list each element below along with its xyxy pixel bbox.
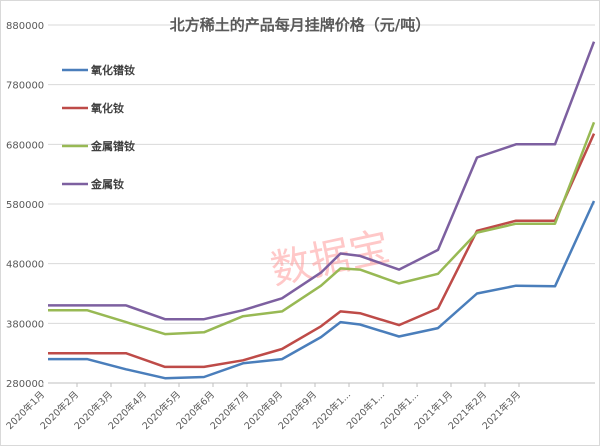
y-tick-label: 880000 [6, 21, 44, 32]
series-line-1 [48, 200, 596, 380]
series-lines [47, 41, 596, 380]
x-axis: 2020年1月2020年2月2020年3月2020年4月2020年5月2020年… [4, 383, 523, 432]
legend-label: 金属镨钕 [90, 139, 135, 153]
y-tick-label: 380000 [6, 319, 44, 330]
legend-label: 金属钕 [90, 177, 124, 191]
y-tick-label: 580000 [6, 200, 44, 211]
y-tick-label: 280000 [6, 379, 44, 390]
legend-label: 氧化镨钕 [90, 63, 135, 77]
watermark: 数据宝 [267, 224, 394, 294]
y-axis: 280000 380000 480000 580000 680000 780000 8800… [6, 21, 44, 390]
series-line-2 [48, 133, 596, 369]
series-line-4 [48, 41, 596, 321]
y-tick-label: 780000 [6, 81, 44, 92]
legend-label: 氧化钕 [90, 101, 124, 115]
chart-title: 北方稀土的产品每月挂牌价格（元/吨） [170, 16, 430, 34]
series-line-3 [48, 121, 596, 336]
y-tick-label: 680000 [6, 140, 44, 151]
gridlines [48, 24, 595, 384]
y-tick-label: 480000 [6, 260, 44, 271]
